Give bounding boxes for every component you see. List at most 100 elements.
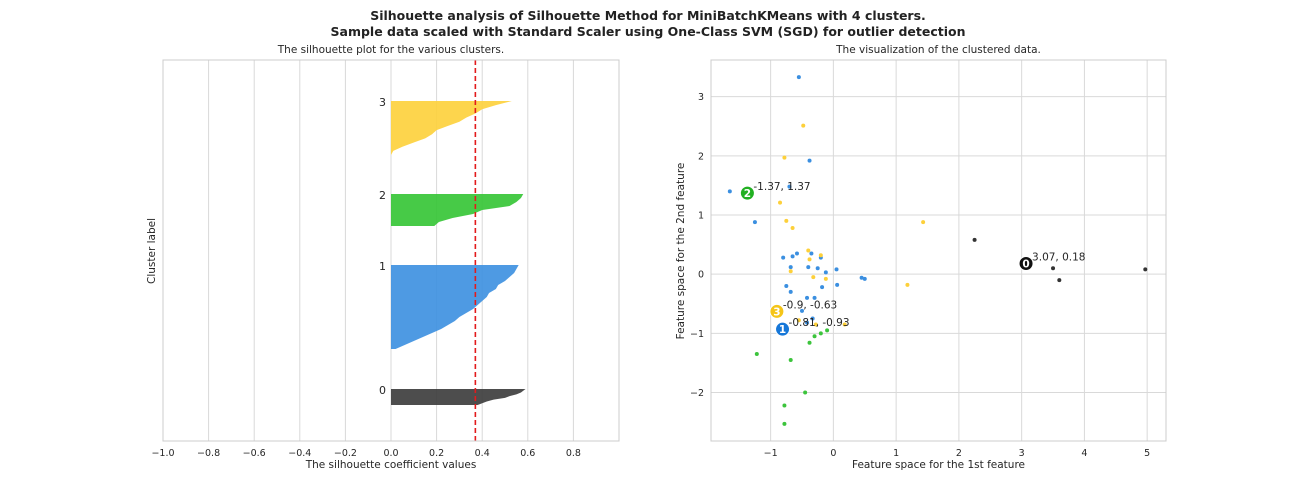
data-point-cluster-1	[812, 295, 817, 300]
data-point-cluster-2	[818, 331, 823, 336]
scatter-x-axis-label: Feature space for the 1st feature	[852, 459, 1025, 471]
scatter-y-tick-label: −1	[690, 329, 704, 340]
silhouette-x-tick-label: −0.8	[197, 448, 220, 459]
data-point-cluster-1	[835, 282, 840, 287]
suptitle-line-1: Silhouette analysis of Silhouette Method…	[370, 8, 926, 23]
silhouette-y-axis-label: Cluster label	[146, 218, 158, 284]
cluster-center-coordinates: -0.81, -0.93	[789, 317, 850, 329]
data-point-cluster-3	[807, 257, 812, 262]
silhouette-band-cluster-0	[391, 389, 526, 405]
data-point-cluster-1	[805, 320, 810, 325]
data-point-cluster-1	[794, 251, 799, 256]
data-point-cluster-1	[834, 267, 839, 272]
silhouette-x-tick-label: −1.0	[151, 448, 174, 459]
data-point-cluster-3	[806, 248, 811, 253]
data-point-cluster-3	[801, 123, 806, 128]
cluster-center-number: 3	[773, 306, 780, 318]
scatter-x-tick-label: 0	[830, 448, 836, 459]
silhouette-band-cluster-1	[391, 265, 519, 349]
suptitle-line-2: Sample data scaled with Standard Scaler …	[330, 24, 966, 39]
scatter-x-tick-label: 1	[893, 448, 899, 459]
silhouette-x-axis-label: The silhouette coefficient values	[305, 459, 477, 471]
data-point-cluster-1	[800, 308, 804, 313]
data-point-cluster-3	[842, 322, 847, 327]
cluster-center-number: 0	[1022, 259, 1029, 271]
data-point-cluster-0	[1057, 278, 1062, 283]
data-point-cluster-2	[812, 334, 817, 339]
silhouette-x-tick-label: −0.2	[334, 448, 357, 459]
silhouette-cluster-label: 1	[379, 260, 386, 273]
scatter-x-tick-label: 2	[956, 448, 962, 459]
silhouette-band-cluster-2	[391, 194, 524, 226]
data-point-cluster-2	[825, 328, 830, 333]
data-point-cluster-1	[788, 265, 793, 270]
data-point-cluster-3	[811, 275, 816, 280]
data-point-cluster-1	[820, 285, 825, 290]
silhouette-cluster-label: 0	[379, 384, 386, 397]
data-point-cluster-2	[782, 403, 787, 408]
data-point-cluster-1	[727, 189, 732, 194]
cluster-center-marker-1	[775, 321, 791, 337]
silhouette-plot: −1.0 −0.8 −0.6 −0.4 −0.2 0.0 0.2 0.4 0.6 0.8 0 1 2 3 T…	[146, 44, 620, 471]
scatter-x-tick-label: 5	[1144, 448, 1150, 459]
scatter-y-tick-label: 0	[698, 270, 704, 281]
scatter-x-tick-label: 3	[1019, 448, 1025, 459]
data-point-cluster-1	[784, 283, 789, 288]
silhouette-band-cluster-3	[391, 101, 512, 155]
data-point-cluster-3	[784, 218, 789, 223]
data-point-cluster-1	[796, 75, 801, 80]
data-point-cluster-0	[1051, 266, 1056, 271]
data-point-cluster-1	[807, 158, 812, 163]
data-point-cluster-2	[807, 340, 812, 345]
cluster-center-number: 2	[744, 188, 751, 200]
scatter-y-tick-label: −2	[690, 388, 704, 399]
data-point-cluster-3	[788, 269, 793, 274]
figure-suptitle: Silhouette analysis of Silhouette Method…	[0, 8, 1296, 40]
data-point-cluster-1	[781, 255, 786, 260]
cluster-center-coordinates: -0.9, -0.63	[783, 299, 837, 311]
cluster-center-marker-2	[739, 185, 755, 201]
data-point-cluster-3	[823, 276, 828, 281]
silhouette-x-tick-label: 0.0	[383, 448, 398, 459]
data-point-cluster-3	[921, 220, 926, 225]
scatter-plot-title: The visualization of the clustered data.	[835, 44, 1041, 56]
cluster-center-marker-0	[1018, 256, 1034, 272]
data-point-cluster-1	[810, 316, 815, 321]
data-point-cluster-3	[813, 322, 818, 327]
data-point-cluster-1	[790, 254, 795, 259]
scatter-y-tick-label: 1	[698, 211, 704, 222]
silhouette-x-tick-label: −0.4	[288, 448, 311, 459]
silhouette-cluster-label: 2	[379, 189, 386, 202]
data-point-cluster-2	[788, 357, 793, 362]
cluster-center-coordinates: 3.07, 0.18	[1032, 252, 1085, 264]
scatter-plot-frame	[710, 59, 1167, 442]
data-point-cluster-1	[787, 184, 792, 189]
data-point-cluster-3	[790, 226, 795, 231]
data-point-cluster-3	[796, 318, 801, 323]
cluster-center-coordinates: -1.37, 1.37	[753, 181, 810, 193]
data-point-cluster-1	[815, 266, 820, 271]
scatter-x-tick-label: 4	[1081, 448, 1087, 459]
silhouette-x-tick-label: 0.2	[429, 448, 444, 459]
data-point-cluster-1	[809, 251, 814, 256]
scatter-x-tick-label: −1	[764, 448, 778, 459]
data-point-cluster-3	[778, 200, 783, 205]
data-point-cluster-3	[905, 282, 910, 287]
scatter-y-axis-label: Feature space for the 2nd feature	[675, 163, 687, 340]
scatter-y-tick-label: 2	[698, 151, 704, 162]
data-point-cluster-1	[806, 265, 811, 270]
data-point-cluster-1	[752, 220, 757, 225]
data-point-cluster-0	[972, 237, 977, 242]
silhouette-plot-frame	[162, 59, 620, 442]
silhouette-x-tick-label: −0.6	[243, 448, 266, 459]
data-point-cluster-1	[862, 276, 867, 281]
silhouette-x-tick-label: 0.4	[475, 448, 490, 459]
silhouette-plot-title: The silhouette plot for the various clus…	[277, 44, 505, 56]
scatter-y-tick-label: 3	[698, 92, 704, 103]
data-point-cluster-2	[782, 421, 787, 426]
scatter-plot-area	[711, 60, 1166, 441]
data-point-cluster-1	[805, 295, 810, 300]
data-point-cluster-1	[823, 270, 828, 275]
